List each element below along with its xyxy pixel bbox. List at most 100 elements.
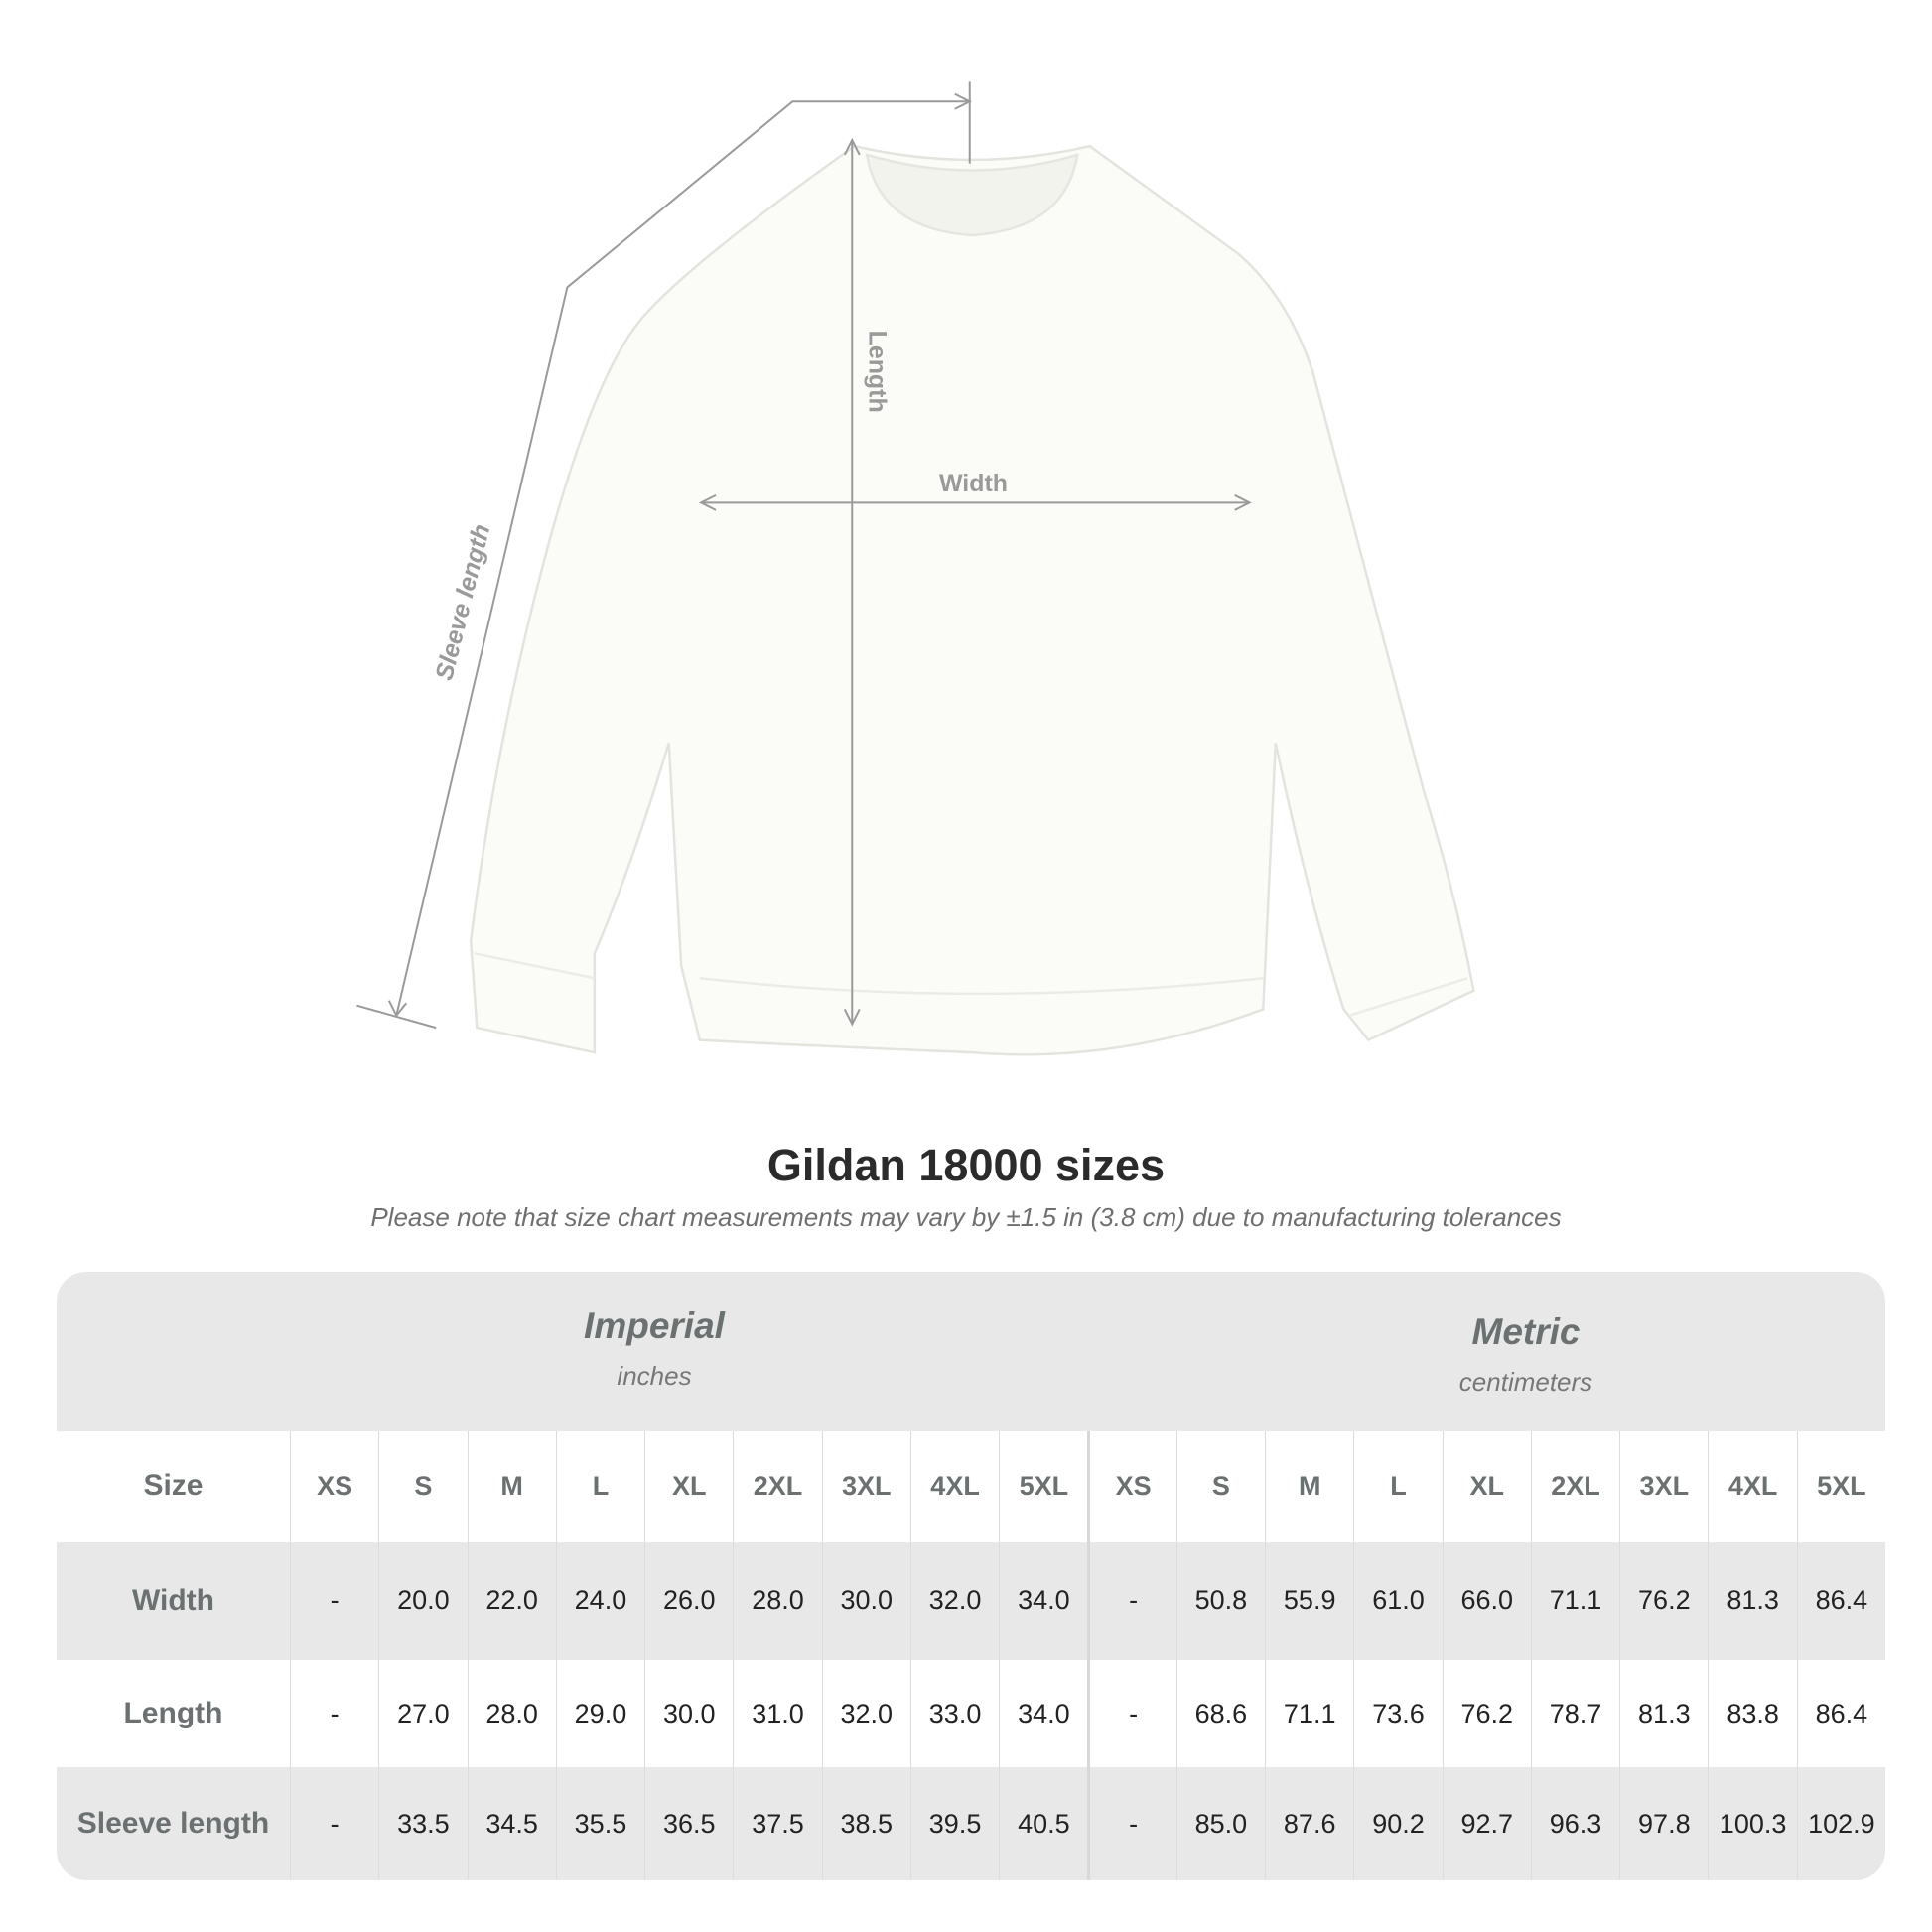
imperial-value-cell: 30.0: [644, 1660, 733, 1767]
imperial-value-cell: 32.0: [909, 1542, 999, 1660]
metric-size-l: L: [1353, 1431, 1442, 1542]
imperial-size-xl: XL: [644, 1431, 733, 1542]
metric-value-cell: 87.6: [1265, 1767, 1353, 1880]
table-row-sleeve-length: Sleeve length -33.5 34.5 35.5 36.5 37.5 38.5 39…: [57, 1767, 1885, 1880]
size-table: Imperial inches Metric centimeters Size X…: [57, 1272, 1885, 1880]
imperial-value-cell: -: [289, 1660, 378, 1767]
metric-value-cell: -: [1087, 1767, 1175, 1880]
metric-value-cell: 55.9: [1265, 1542, 1353, 1660]
size-header-row: Size XS S M L XL 2XL 3XL 4XL 5XL XS S M L XL 2XL 3XL 4XL 5…: [57, 1431, 1885, 1542]
sleeve-measure-line: [395, 100, 970, 1016]
imperial-value-cell: -: [289, 1542, 378, 1660]
imperial-value-cell: 24.0: [555, 1542, 644, 1660]
metric-title: Metric: [1471, 1311, 1581, 1352]
table-row-length: Length -27.0 28.0 29.0 30.0 31.0 32.0 33.0 34.0-…: [57, 1660, 1885, 1767]
imperial-value-cell: 28.0: [467, 1660, 556, 1767]
metric-value-cell: 83.8: [1708, 1660, 1796, 1767]
metric-size-2xl: 2XL: [1530, 1431, 1619, 1542]
arrow-up-icon: [843, 137, 861, 156]
metric-value-cell: 100.3: [1708, 1767, 1796, 1880]
imperial-size-5xl: 5XL: [999, 1431, 1087, 1542]
imperial-value-cell: 34.0: [999, 1660, 1087, 1767]
metric-value-cell: 97.8: [1619, 1767, 1708, 1880]
metric-size-xl: XL: [1442, 1431, 1531, 1542]
metric-value-cell: 90.2: [1353, 1767, 1442, 1880]
imperial-value-cell: 22.0: [467, 1542, 556, 1660]
page-title: Gildan 18000 sizes: [766, 1140, 1166, 1190]
imperial-size-s: S: [378, 1431, 467, 1542]
metric-value-cell: 92.7: [1442, 1767, 1531, 1880]
metric-size-m: M: [1265, 1431, 1353, 1542]
metric-value-cell: 81.3: [1708, 1542, 1796, 1660]
metric-value-cell: 68.6: [1175, 1660, 1265, 1767]
metric-unit: centimeters: [1458, 1367, 1593, 1397]
metric-value-cell: 76.2: [1442, 1660, 1531, 1767]
imperial-value-cell: 35.5: [555, 1767, 644, 1880]
sweatshirt-illustration: [469, 144, 1475, 1056]
row-label: Width: [131, 1584, 214, 1617]
imperial-size-xs: XS: [289, 1431, 378, 1542]
arrow-down-icon: [387, 1000, 408, 1018]
imperial-size-4xl: 4XL: [909, 1431, 999, 1542]
length-label: Length: [864, 331, 892, 413]
imperial-size-3xl: 3XL: [821, 1431, 910, 1542]
metric-value-cell: 71.1: [1530, 1542, 1619, 1660]
metric-value-cell: 102.9: [1796, 1767, 1885, 1880]
metric-size-4xl: 4XL: [1708, 1431, 1796, 1542]
tolerance-note: Please note that size chart measurements…: [370, 1202, 1562, 1232]
metric-value-cell: 96.3: [1530, 1767, 1619, 1880]
metric-value-cell: 78.7: [1530, 1660, 1619, 1767]
width-label: Width: [939, 470, 1008, 497]
unit-header: Imperial inches Metric centimeters: [57, 1272, 1885, 1431]
imperial-value-cell: 33.0: [909, 1660, 999, 1767]
metric-size-s: S: [1175, 1431, 1265, 1542]
imperial-value-cell: 38.5: [821, 1767, 910, 1880]
metric-value-cell: 81.3: [1619, 1660, 1708, 1767]
imperial-value-cell: 34.0: [999, 1542, 1087, 1660]
imperial-value-cell: 36.5: [644, 1767, 733, 1880]
metric-value-cell: -: [1087, 1542, 1175, 1660]
imperial-size-m: M: [467, 1431, 556, 1542]
size-label: Size: [143, 1469, 204, 1502]
sleeve-length-label: Sleeve length: [430, 521, 495, 683]
imperial-value-cell: 26.0: [644, 1542, 733, 1660]
metric-value-cell: 61.0: [1353, 1542, 1442, 1660]
imperial-value-cell: 37.5: [733, 1767, 821, 1880]
imperial-size-l: L: [555, 1431, 644, 1542]
row-label: Length: [123, 1697, 223, 1729]
imperial-value-cell: 29.0: [555, 1660, 644, 1767]
metric-value-cell: 76.2: [1619, 1542, 1708, 1660]
imperial-value-cell: 32.0: [821, 1660, 910, 1767]
imperial-value-cell: 34.5: [467, 1767, 556, 1880]
arrow-left-icon: [698, 493, 717, 511]
row-label: Sleeve length: [76, 1807, 270, 1840]
imperial-value-cell: 39.5: [909, 1767, 999, 1880]
metric-value-cell: 85.0: [1175, 1767, 1265, 1880]
sweatshirt-diagram: Length Width Sleeve length: [356, 81, 1475, 1056]
imperial-value-cell: -: [289, 1767, 378, 1880]
metric-value-cell: -: [1087, 1660, 1175, 1767]
metric-value-cell: 71.1: [1265, 1660, 1353, 1767]
imperial-value-cell: 33.5: [378, 1767, 467, 1880]
imperial-value-cell: 30.0: [821, 1542, 910, 1660]
arrow-right-icon: [1234, 493, 1252, 511]
metric-value-cell: 66.0: [1442, 1542, 1531, 1660]
metric-value-cell: 86.4: [1796, 1542, 1885, 1660]
metric-size-3xl: 3XL: [1619, 1431, 1708, 1542]
metric-value-cell: 73.6: [1353, 1660, 1442, 1767]
metric-value-cell: 50.8: [1175, 1542, 1265, 1660]
metric-size-5xl: 5XL: [1796, 1431, 1885, 1542]
imperial-unit: inches: [617, 1361, 692, 1391]
arrow-down-icon: [843, 1008, 861, 1027]
imperial-title: Imperial: [584, 1306, 725, 1346]
imperial-header: Imperial inches: [257, 1306, 1051, 1392]
table-row-width: Width -20.0 22.0 24.0 26.0 28.0 30.0 32.0 34.0-5…: [57, 1542, 1885, 1660]
imperial-value-cell: 28.0: [733, 1542, 821, 1660]
imperial-value-cell: 20.0: [378, 1542, 467, 1660]
metric-size-xs: XS: [1087, 1431, 1175, 1542]
imperial-value-cell: 31.0: [733, 1660, 821, 1767]
imperial-value-cell: 27.0: [378, 1660, 467, 1767]
imperial-value-cell: 40.5: [999, 1767, 1087, 1880]
metric-header: Metric centimeters: [1129, 1311, 1885, 1398]
imperial-size-2xl: 2XL: [733, 1431, 821, 1542]
